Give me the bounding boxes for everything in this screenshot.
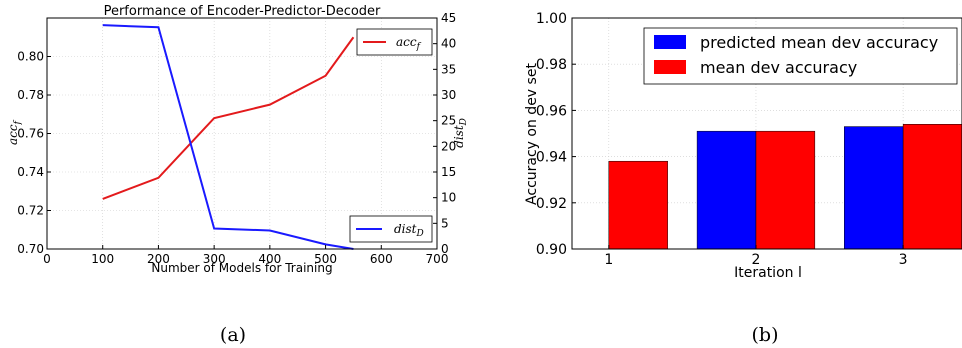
y-tick-label: 0.94	[536, 150, 567, 166]
chart-b-plot-frame	[571, 17, 962, 250]
x-tick-label: 500	[314, 252, 337, 266]
y-tick-label: 0.78	[17, 88, 44, 102]
y2-tick-label: 10	[441, 191, 456, 205]
legend-label-dist: distD	[394, 222, 424, 239]
y2-tick-label: 15	[441, 165, 456, 179]
bar-mean-2	[755, 130, 816, 250]
chart-b-ticks: 0.90 0.92 0.94 0.96 0.98 1.00 1 2 3	[536, 11, 908, 268]
x-tick-label: 3	[899, 252, 908, 268]
bar-mean-3	[902, 124, 962, 250]
y2-tick-label: 45	[441, 11, 456, 25]
x-tick-label: 0	[43, 252, 51, 266]
x-tick-label: 2	[752, 252, 761, 268]
y-tick-label: 0.80	[17, 50, 44, 64]
x-tick-label: 1	[604, 252, 613, 268]
chart-a-legend-dist: distD	[349, 215, 433, 243]
y2-tick-label: 20	[441, 139, 456, 153]
y-tick-label: 1.00	[536, 11, 567, 27]
series-line-acc-f	[102, 36, 355, 200]
chart-b-bars	[608, 124, 962, 250]
y-tick-label: 0.92	[536, 196, 567, 212]
chart-a-series	[102, 24, 355, 250]
y-tick-label: 0.96	[536, 103, 567, 119]
chart-a: 0 100 200 300 400 500 600 7000.700.720.740.760.…	[6, 4, 469, 275]
chart-b: 0.900.920.940.960.981.001 2 3 Iteration l …	[524, 11, 962, 281]
series-line-dist-D	[102, 24, 354, 250]
chart-a-ylabel2: distD	[452, 118, 469, 148]
y-tick-label: 0.98	[536, 57, 567, 73]
chart-a-xlabel: Number of Models for Training	[151, 261, 332, 275]
chart-b-ylabel: Accuracy on dev set	[524, 63, 540, 205]
y2-tick-label: 5	[441, 216, 449, 230]
legend-swatch-mean	[654, 60, 686, 74]
y2-tick-label: 25	[441, 114, 456, 128]
bar-predicted-2	[696, 130, 757, 250]
y-tick-label: 0.72	[17, 204, 44, 218]
x-tick-label: 700	[426, 252, 449, 266]
legend-label-predicted: predicted mean dev accuracy	[700, 33, 938, 52]
y-tick-label: 0.70	[17, 242, 44, 256]
caption-a: (a)	[220, 324, 246, 346]
chart-a-title: Performance of Encoder-Predictor-Decoder	[104, 4, 381, 19]
bar-mean-1	[608, 160, 668, 250]
legend-label-acc: accf	[396, 35, 422, 52]
y2-tick-label: 35	[441, 62, 456, 76]
x-tick-label: 600	[370, 252, 393, 266]
x-tick-label: 100	[91, 252, 114, 266]
chart-a-ylabel: accf	[6, 119, 23, 145]
y2-tick-label: 0	[441, 242, 449, 256]
chart-a-legend-acc: accf	[356, 28, 433, 56]
y-tick-label: 0.76	[17, 127, 44, 141]
chart-a-ticks: 0 100 200 300 400 500 600 7000.700.720.740.760.…	[17, 11, 456, 266]
y2-tick-label: 30	[441, 88, 456, 102]
y-tick-label: 0.74	[17, 165, 44, 179]
legend-box	[643, 27, 958, 85]
x-tick-label: 400	[258, 252, 281, 266]
x-tick-label: 200	[147, 252, 170, 266]
legend-swatch-predicted	[654, 35, 686, 49]
y2-tick-label: 40	[441, 37, 456, 51]
bar-predicted-3	[844, 126, 904, 250]
legend-label-mean: mean dev accuracy	[700, 58, 857, 77]
y-tick-label: 0.90	[536, 242, 567, 258]
chart-b-legend: predicted mean dev accuracy mean dev acc…	[643, 27, 958, 85]
chart-b-xlabel: Iteration l	[734, 265, 802, 281]
caption-b: (b)	[752, 324, 779, 346]
x-tick-label: 300	[203, 252, 226, 266]
